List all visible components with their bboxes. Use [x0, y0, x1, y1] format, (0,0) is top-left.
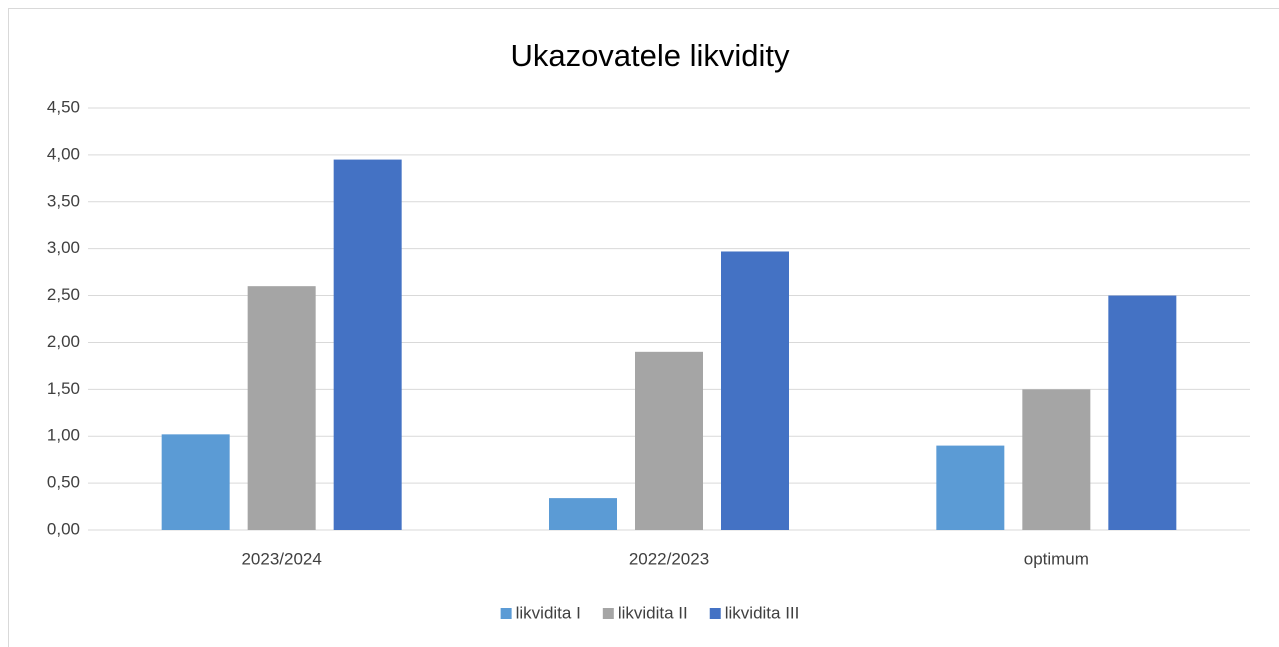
y-tick-label: 4,00: [47, 144, 80, 163]
bar: [549, 498, 617, 530]
bar: [721, 251, 789, 531]
y-tick-label: 1,50: [47, 379, 80, 398]
chart-title: Ukazovatele likvidity: [510, 38, 790, 73]
legend-swatch: [709, 608, 721, 619]
legend-label: likvidita II: [618, 603, 688, 622]
bar: [333, 159, 402, 531]
bar: [247, 286, 316, 530]
y-tick-label: 2,00: [47, 332, 80, 351]
bar: [936, 445, 1005, 530]
legend-label: likvidita I: [516, 603, 581, 622]
y-tick-label: 0,50: [47, 473, 80, 492]
y-tick-label: 1,00: [47, 426, 80, 445]
legend-label: likvidita III: [725, 603, 800, 622]
x-tick-label: 2023/2024: [241, 549, 321, 568]
bar: [1108, 295, 1177, 530]
legend-swatch: [602, 608, 614, 619]
y-tick-label: 4,50: [47, 97, 80, 116]
x-tick-label: optimum: [1024, 549, 1089, 568]
x-tick-label: 2022/2023: [629, 549, 709, 568]
y-tick-label: 0,00: [47, 519, 80, 538]
y-tick-label: 3,00: [47, 238, 80, 257]
bar: [635, 351, 703, 530]
chart-border: [8, 8, 1279, 647]
y-tick-label: 2,50: [47, 285, 80, 304]
legend-swatch: [500, 608, 512, 619]
bar: [1022, 389, 1091, 530]
y-tick-label: 3,50: [47, 191, 80, 210]
bar: [161, 434, 230, 530]
